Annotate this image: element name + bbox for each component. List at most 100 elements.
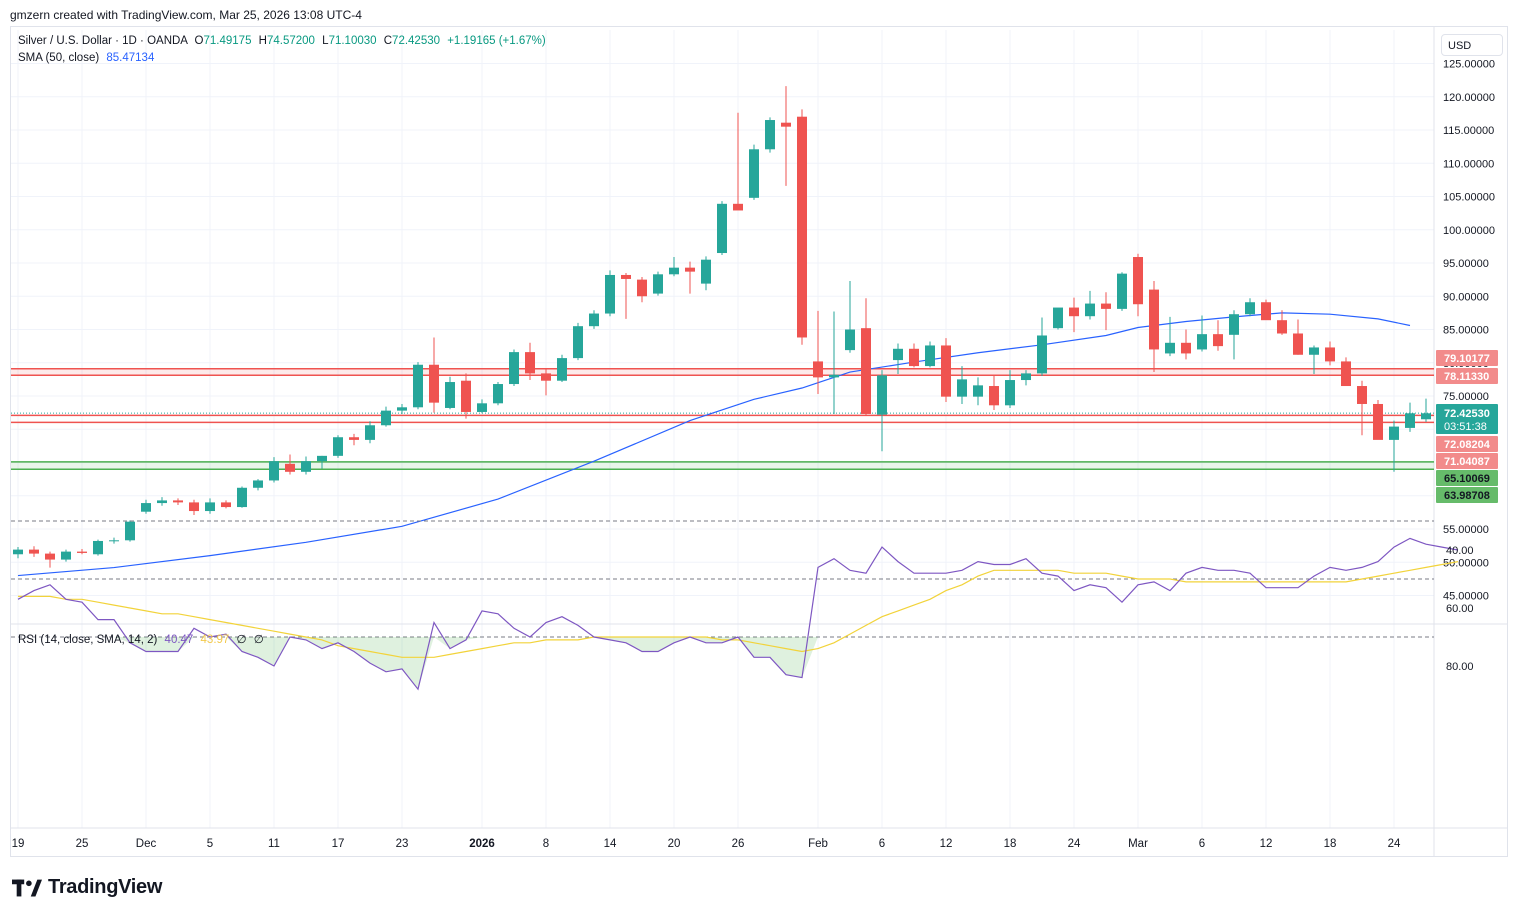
level-label: 65.10069 bbox=[1444, 473, 1490, 485]
candle-body bbox=[333, 437, 343, 456]
candle-body bbox=[541, 373, 551, 381]
candle-body bbox=[733, 203, 743, 211]
rsi-overbought-fill bbox=[146, 637, 162, 652]
candle-body bbox=[1373, 403, 1383, 440]
candle-body bbox=[877, 375, 887, 415]
chart-header: gmzern created with TradingView.com, Mar… bbox=[10, 8, 362, 22]
time-tick-label: 25 bbox=[76, 838, 89, 850]
candle-body bbox=[1197, 334, 1207, 350]
open-label: O bbox=[194, 35, 204, 47]
time-tick-label: 23 bbox=[396, 838, 409, 850]
sma-value: 85.47134 bbox=[106, 52, 155, 64]
candle-body bbox=[365, 425, 375, 440]
candle-body bbox=[701, 259, 711, 284]
candle-body bbox=[941, 345, 951, 397]
rsi-overbought-fill bbox=[402, 637, 418, 690]
candle-body bbox=[797, 116, 807, 338]
support-band bbox=[11, 461, 1434, 470]
candle-body bbox=[957, 379, 967, 397]
time-tick-label: Dec bbox=[136, 838, 157, 850]
candle-body bbox=[1053, 307, 1063, 329]
sma-50-line bbox=[17, 312, 1411, 577]
countdown-label: 03:51:38 bbox=[1444, 421, 1487, 433]
candle-body bbox=[1149, 289, 1159, 350]
candle-body bbox=[1293, 333, 1303, 355]
tradingview-logo-text: TradingView bbox=[48, 876, 163, 898]
close-label: C bbox=[383, 35, 393, 47]
tradingview-logo-icon bbox=[12, 879, 42, 896]
time-tick-label: 6 bbox=[1199, 838, 1205, 850]
price-tick-label: 45.00000 bbox=[1443, 591, 1489, 603]
candle-body bbox=[77, 551, 87, 553]
price-tick-label: 115.00000 bbox=[1443, 125, 1494, 137]
close-value: 72.42530 bbox=[392, 35, 441, 47]
rsi-tick-label: 40.00 bbox=[1446, 545, 1474, 557]
candle-body bbox=[237, 487, 247, 508]
rsi-value: 40.47 bbox=[164, 634, 194, 646]
candle-body bbox=[557, 358, 567, 381]
level-label-bg bbox=[1436, 453, 1498, 469]
rsi-overbought-fill bbox=[754, 637, 770, 658]
time-tick-label: 26 bbox=[732, 838, 745, 850]
rsi-overbought-fill bbox=[786, 637, 802, 678]
resistance-band bbox=[11, 368, 1434, 376]
price-tick-label: 105.00000 bbox=[1443, 192, 1495, 204]
candle-body bbox=[605, 274, 615, 314]
sma-legend: SMA (50, close) 85.47134 bbox=[18, 52, 154, 64]
rsi-ma-line bbox=[18, 561, 1459, 658]
candle-body bbox=[285, 463, 295, 472]
candle-body bbox=[1421, 413, 1431, 420]
time-tick-label: 20 bbox=[668, 838, 681, 850]
rsi-overbought-fill bbox=[418, 637, 434, 690]
rsi-extra-1: ∅ bbox=[236, 634, 247, 646]
level-label: 71.04087 bbox=[1444, 456, 1490, 468]
level-label: 79.10177 bbox=[1444, 353, 1490, 365]
candle-body bbox=[717, 203, 727, 254]
currency-selector[interactable]: USD bbox=[1441, 34, 1503, 56]
candle-body bbox=[893, 348, 903, 361]
candle-body bbox=[1405, 413, 1415, 428]
candle-body bbox=[1261, 302, 1271, 321]
candle-body bbox=[909, 348, 919, 367]
price-tick-label: 120.00000 bbox=[1443, 92, 1495, 104]
candle-body bbox=[317, 455, 327, 462]
candle-body bbox=[445, 382, 455, 408]
candle-body bbox=[301, 461, 311, 472]
candle-body bbox=[413, 364, 423, 408]
candle-body bbox=[1133, 257, 1143, 305]
candle-body bbox=[509, 352, 519, 385]
level-label: 78.11330 bbox=[1444, 371, 1489, 383]
candle-body bbox=[621, 274, 631, 279]
time-tick-label: 2026 bbox=[469, 838, 495, 850]
time-tick-label: Mar bbox=[1128, 838, 1148, 850]
candle-body bbox=[61, 551, 71, 560]
tradingview-logo[interactable]: TradingView bbox=[12, 876, 162, 899]
candle-body bbox=[685, 267, 695, 272]
rsi-overbought-fill bbox=[658, 637, 674, 652]
candle-body bbox=[845, 329, 855, 351]
rsi-line bbox=[17, 537, 1459, 691]
rsi-extra-2: ∅ bbox=[253, 634, 264, 646]
candle-body bbox=[861, 328, 871, 414]
rsi-overbought-fill bbox=[626, 637, 642, 652]
high-label: H bbox=[258, 35, 267, 47]
candle-body bbox=[637, 279, 647, 297]
candle-body bbox=[573, 326, 583, 359]
time-tick-label: 6 bbox=[879, 838, 885, 850]
low-label: L bbox=[322, 35, 329, 47]
candle-body bbox=[1229, 314, 1239, 335]
candle-body bbox=[1245, 302, 1255, 315]
chart-frame bbox=[10, 26, 1508, 857]
candle-body bbox=[1357, 386, 1367, 404]
time-tick-label: 14 bbox=[604, 838, 617, 850]
rsi-overbought-fill bbox=[162, 637, 178, 652]
candle-body bbox=[205, 502, 215, 512]
candle-body bbox=[1213, 334, 1223, 347]
candle-body bbox=[653, 274, 663, 294]
candle-body bbox=[13, 549, 23, 555]
high-value: 74.57200 bbox=[266, 35, 315, 47]
level-label: 63.98708 bbox=[1444, 490, 1490, 502]
candle-body bbox=[925, 345, 935, 367]
time-tick-label: 18 bbox=[1004, 838, 1017, 850]
